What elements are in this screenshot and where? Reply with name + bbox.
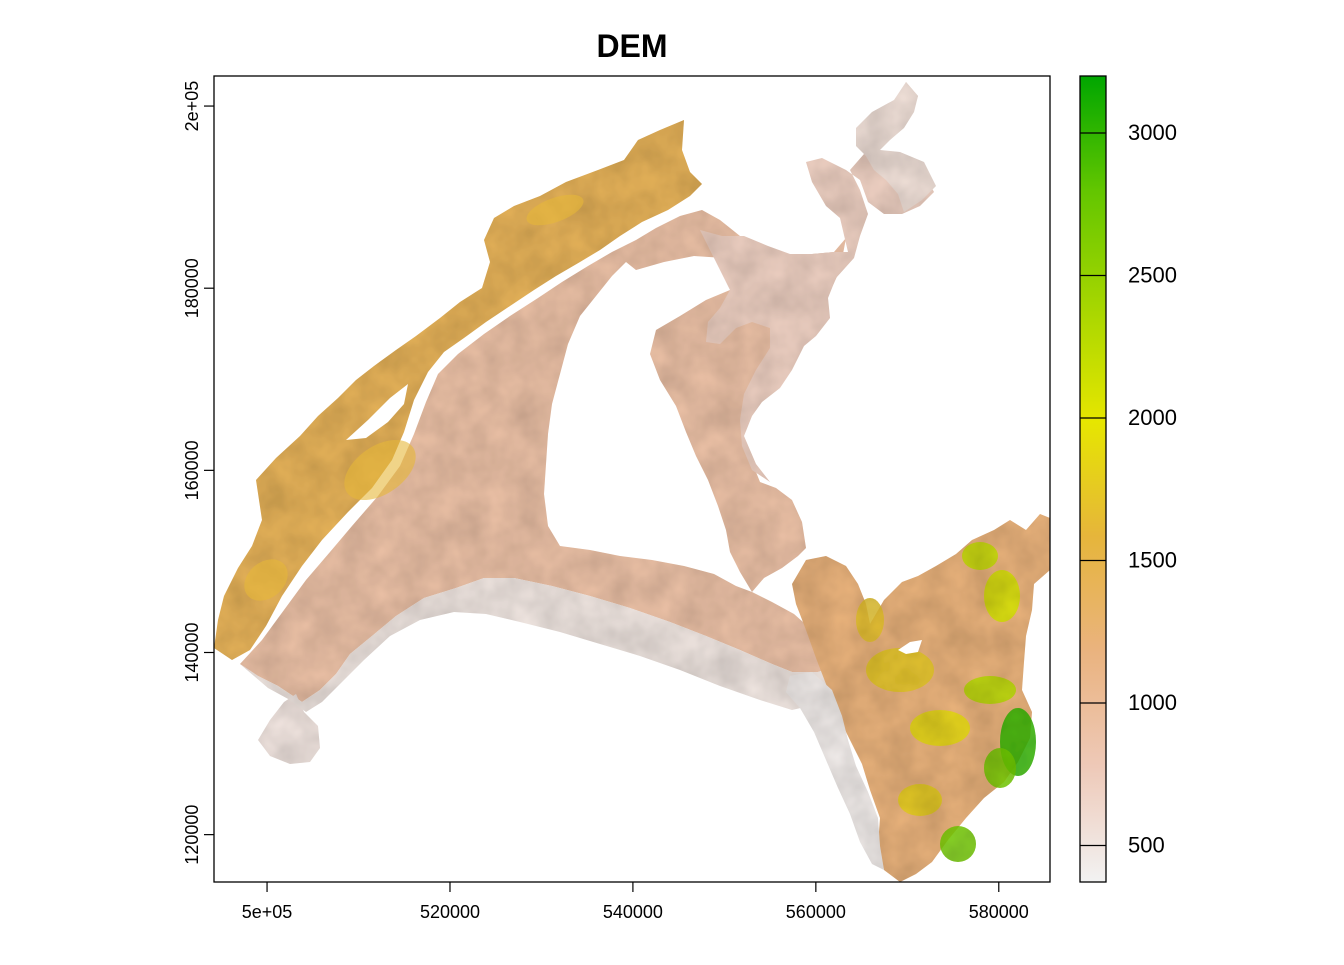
lake-joux (346, 384, 408, 440)
jura-crest-2 (244, 559, 288, 601)
dem-region-southwest-lake-shore (240, 578, 842, 712)
dem-region-plateau (240, 210, 846, 702)
alps-peak-2 (940, 826, 976, 862)
jura-crest-1 (526, 194, 584, 226)
y-tick-label: 120000 (182, 805, 202, 865)
y-tick-label: 180000 (182, 258, 202, 318)
alps-peak-8 (856, 598, 884, 642)
jura-crest-0 (344, 439, 416, 501)
x-tick-label: 540000 (603, 902, 663, 922)
dem-region-southwest-fragment (258, 694, 320, 764)
chart-title: DEM (596, 28, 667, 64)
legend-tick-label: 500 (1128, 833, 1165, 858)
dem-region-rhone-plain (786, 672, 884, 870)
legend-tick-label: 2500 (1128, 263, 1177, 288)
x-tick-label: 560000 (786, 902, 846, 922)
elevation-raster (214, 82, 1050, 882)
alps-peak-1 (984, 748, 1016, 788)
dem-region-jura-ridge (214, 120, 702, 660)
plot-frame (213, 75, 1051, 883)
legend-tick-label: 1500 (1128, 548, 1177, 573)
alpine-lake (898, 640, 922, 654)
x-tick-label: 520000 (420, 902, 480, 922)
legend-tick-label: 1000 (1128, 690, 1177, 715)
alps-peak-6 (984, 570, 1020, 622)
alps-peak-3 (964, 676, 1016, 704)
legend-tick-label: 2000 (1128, 405, 1177, 430)
x-tick-label: 5e+05 (242, 902, 293, 922)
x-tick-label: 580000 (969, 902, 1029, 922)
alps-peak-7 (962, 542, 998, 570)
x-axis: 5e+05 520000 540000 560000 580000 (242, 882, 1029, 922)
y-tick-label: 140000 (182, 622, 202, 682)
legend-tick-label: 3000 (1128, 120, 1177, 145)
alps-peak-9 (898, 784, 942, 816)
y-tick-label: 2e+05 (182, 81, 202, 132)
elevation-legend: 500 1000 1500 2000 2500 3000 (1079, 75, 1177, 883)
dem-region-far-north-lobe (856, 82, 936, 212)
y-axis: 120000 140000 160000 180000 2e+05 (182, 81, 214, 865)
alps-peak-5 (866, 648, 934, 692)
alps-peak-4 (910, 710, 970, 746)
dem-region-eastern-lobe (700, 82, 934, 482)
legend-color-bar (1079, 75, 1107, 883)
y-tick-label: 160000 (182, 440, 202, 500)
